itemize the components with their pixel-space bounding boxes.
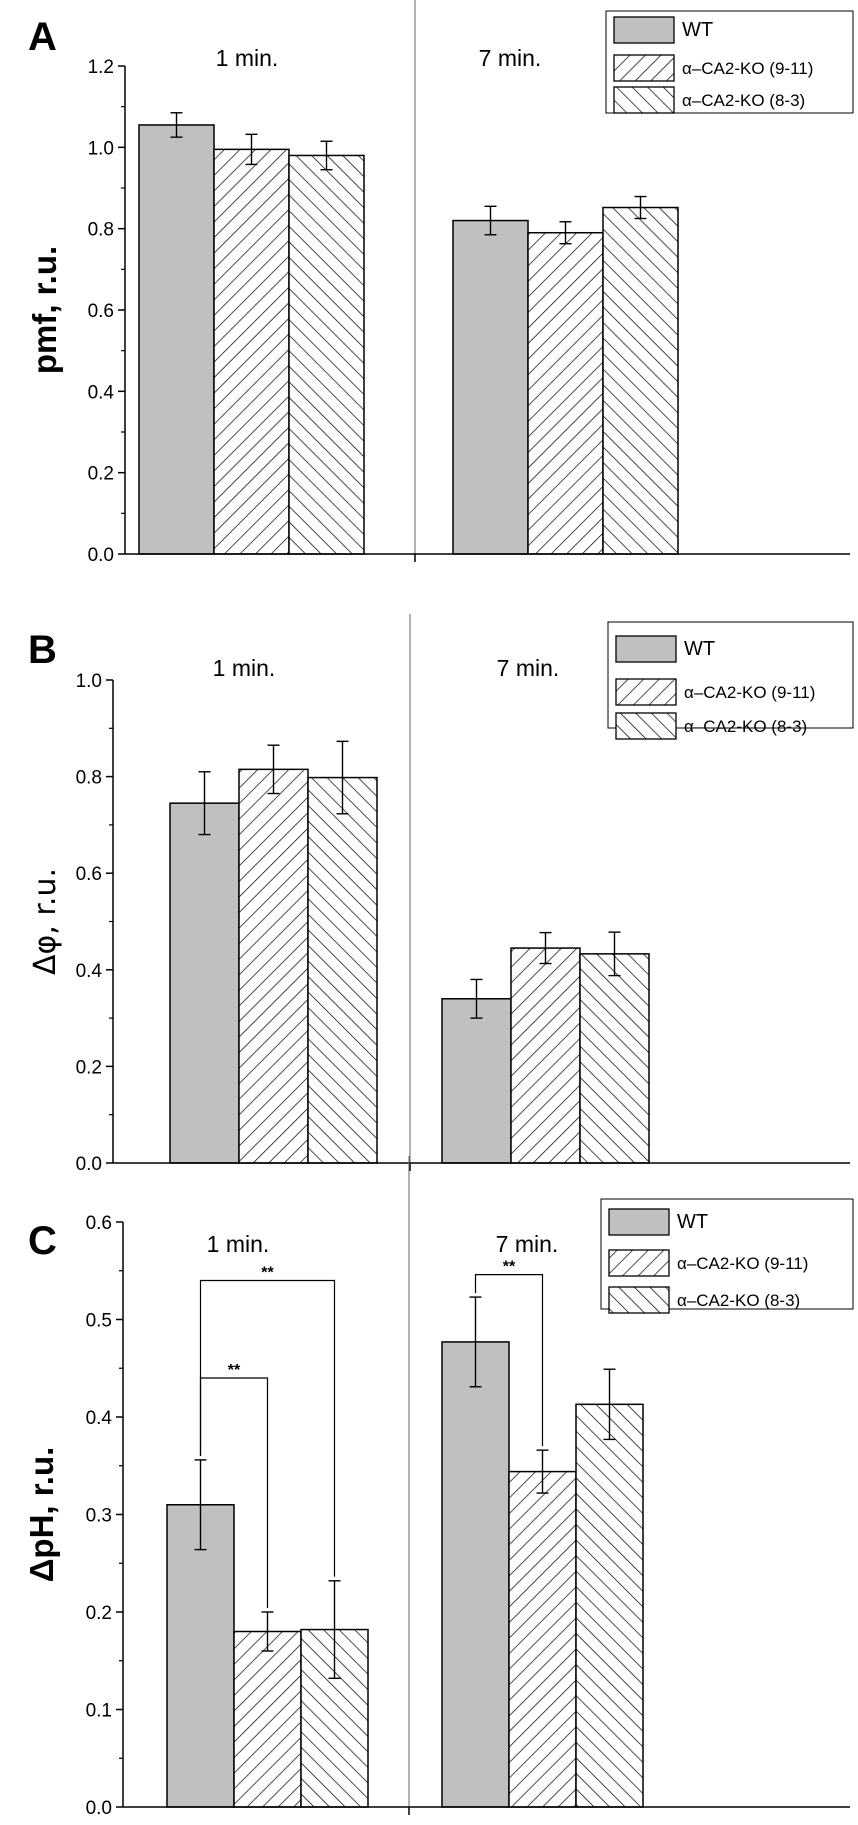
bar-ko-9-11-7min [527,231,604,555]
significance-bracket [199,1377,269,1608]
y-tick-label: 0.0 [76,1154,102,1175]
bar-wt-7min [441,998,512,1164]
legend-swatch [608,1208,670,1236]
y-tick-label: 0.6 [88,301,114,322]
legend: WT α–CA2-KO (9-11) α–CA2-KO (8-3) [605,10,854,114]
panel-letter: B [28,628,57,672]
bar-ko-9-11-7min [508,1470,577,1808]
y-tick-label: 0.0 [86,1798,112,1819]
legend-swatch [613,86,675,114]
group-label: 1 min. [213,655,276,681]
y-tick-label: 1.0 [76,671,102,692]
legend-swatch [615,635,677,663]
bar-wt-1min [166,1504,235,1808]
bar-ko-8-3-7min [575,1403,644,1808]
y-axis-title: pmf, r.u. [26,246,63,374]
bar-wt-7min [441,1341,510,1808]
bar-wt-1min [169,802,240,1164]
legend-swatch [608,1286,670,1314]
y-tick-label: 1.2 [88,57,114,78]
y-tick-label: 0.2 [86,1603,112,1624]
chart-panels: A 1 min. 7 min. 0.0 0.2 0.4 0.6 0.8 1.0 1.2 pmf, r… [23,0,854,1819]
panel-letter: A [28,15,57,59]
bar-ko-9-11-1min [233,1630,302,1808]
legend-swatch [613,16,675,44]
bar-ko-9-11-1min [238,768,309,1164]
y-tick-label: 0.0 [88,545,114,566]
legend-label: α–CA2-KO (8-3) [682,91,805,110]
y-tick-label: 0.8 [76,768,102,789]
legend-label: α–CA2-KO (9-11) [677,1254,808,1273]
significance-label: ** [503,1259,516,1276]
group-label: 7 min. [496,1231,559,1257]
y-tick-label: 0.1 [86,1701,112,1722]
y-tick-label: 0.2 [76,1057,102,1078]
significance-bracket [199,1279,336,1577]
group-label: 7 min. [479,45,542,71]
bar-ko-8-3-1min [288,154,365,555]
bar-ko-9-11-7min [510,947,581,1164]
bar-wt-1min [138,124,215,555]
y-tick-label: 0.4 [86,1408,113,1429]
legend-label: α–CA2-KO (9-11) [684,683,815,702]
legend-label: WT [677,1211,708,1233]
y-tick-label: 1.0 [88,138,114,159]
y-axis-title: ΔpH, r.u. [23,1447,60,1583]
chart-panel-c: C 1 min. 7 min. ** ** ** 0.0 0.1 0.2 0.3 0.4 0.5 0.6… [23,1156,854,1819]
y-axis-title: Δφ, r.u. [28,868,63,975]
chart-panel-a: A 1 min. 7 min. 0.0 0.2 0.4 0.6 0.8 1.0 1.2 pmf, r… [26,0,854,566]
legend: WT α–CA2-KO (9-11) α–CA2-KO (8-3) [607,621,854,740]
significance-bracket [474,1274,544,1447]
group-label: 7 min. [497,655,560,681]
bar-ko-8-3-7min [602,206,679,555]
legend-swatch [615,712,677,740]
legend-label: WT [684,638,715,660]
y-tick-label: 0.6 [76,864,102,885]
group-label: 1 min. [207,1231,270,1257]
y-tick-label: 0.6 [86,1213,112,1234]
panel-letter: C [28,1219,57,1263]
legend-label: WT [682,19,713,41]
significance-label: ** [261,1265,274,1282]
y-tick-label: 0.2 [88,464,114,485]
legend-label: α–CA2-KO (8-3) [677,1291,800,1310]
y-tick-label: 0.8 [88,220,114,241]
legend-swatch [615,678,677,706]
group-label: 1 min. [216,45,279,71]
y-tick-label: 0.4 [76,961,103,982]
y-tick-label: 0.3 [86,1506,112,1527]
y-tick-label: 0.4 [88,382,115,403]
y-tick-label: 0.5 [86,1311,112,1332]
bar-ko-8-3-7min [579,953,650,1164]
bar-ko-9-11-1min [213,148,290,555]
legend-label: α–CA2-KO (8-3) [684,717,807,736]
legend: WT α–CA2-KO (9-11) α–CA2-KO (8-3) [600,1198,854,1314]
bar-wt-7min [452,219,529,555]
significance-label: ** [228,1362,241,1379]
legend-swatch [613,54,675,82]
bar-ko-8-3-1min [307,776,378,1164]
chart-panel-b: B 1 min. 7 min. 0.0 0.2 0.4 0.6 0.8 1.0 Δφ, r.u. W… [28,614,854,1175]
legend-swatch [608,1249,670,1277]
legend-label: α–CA2-KO (9-11) [682,59,813,78]
